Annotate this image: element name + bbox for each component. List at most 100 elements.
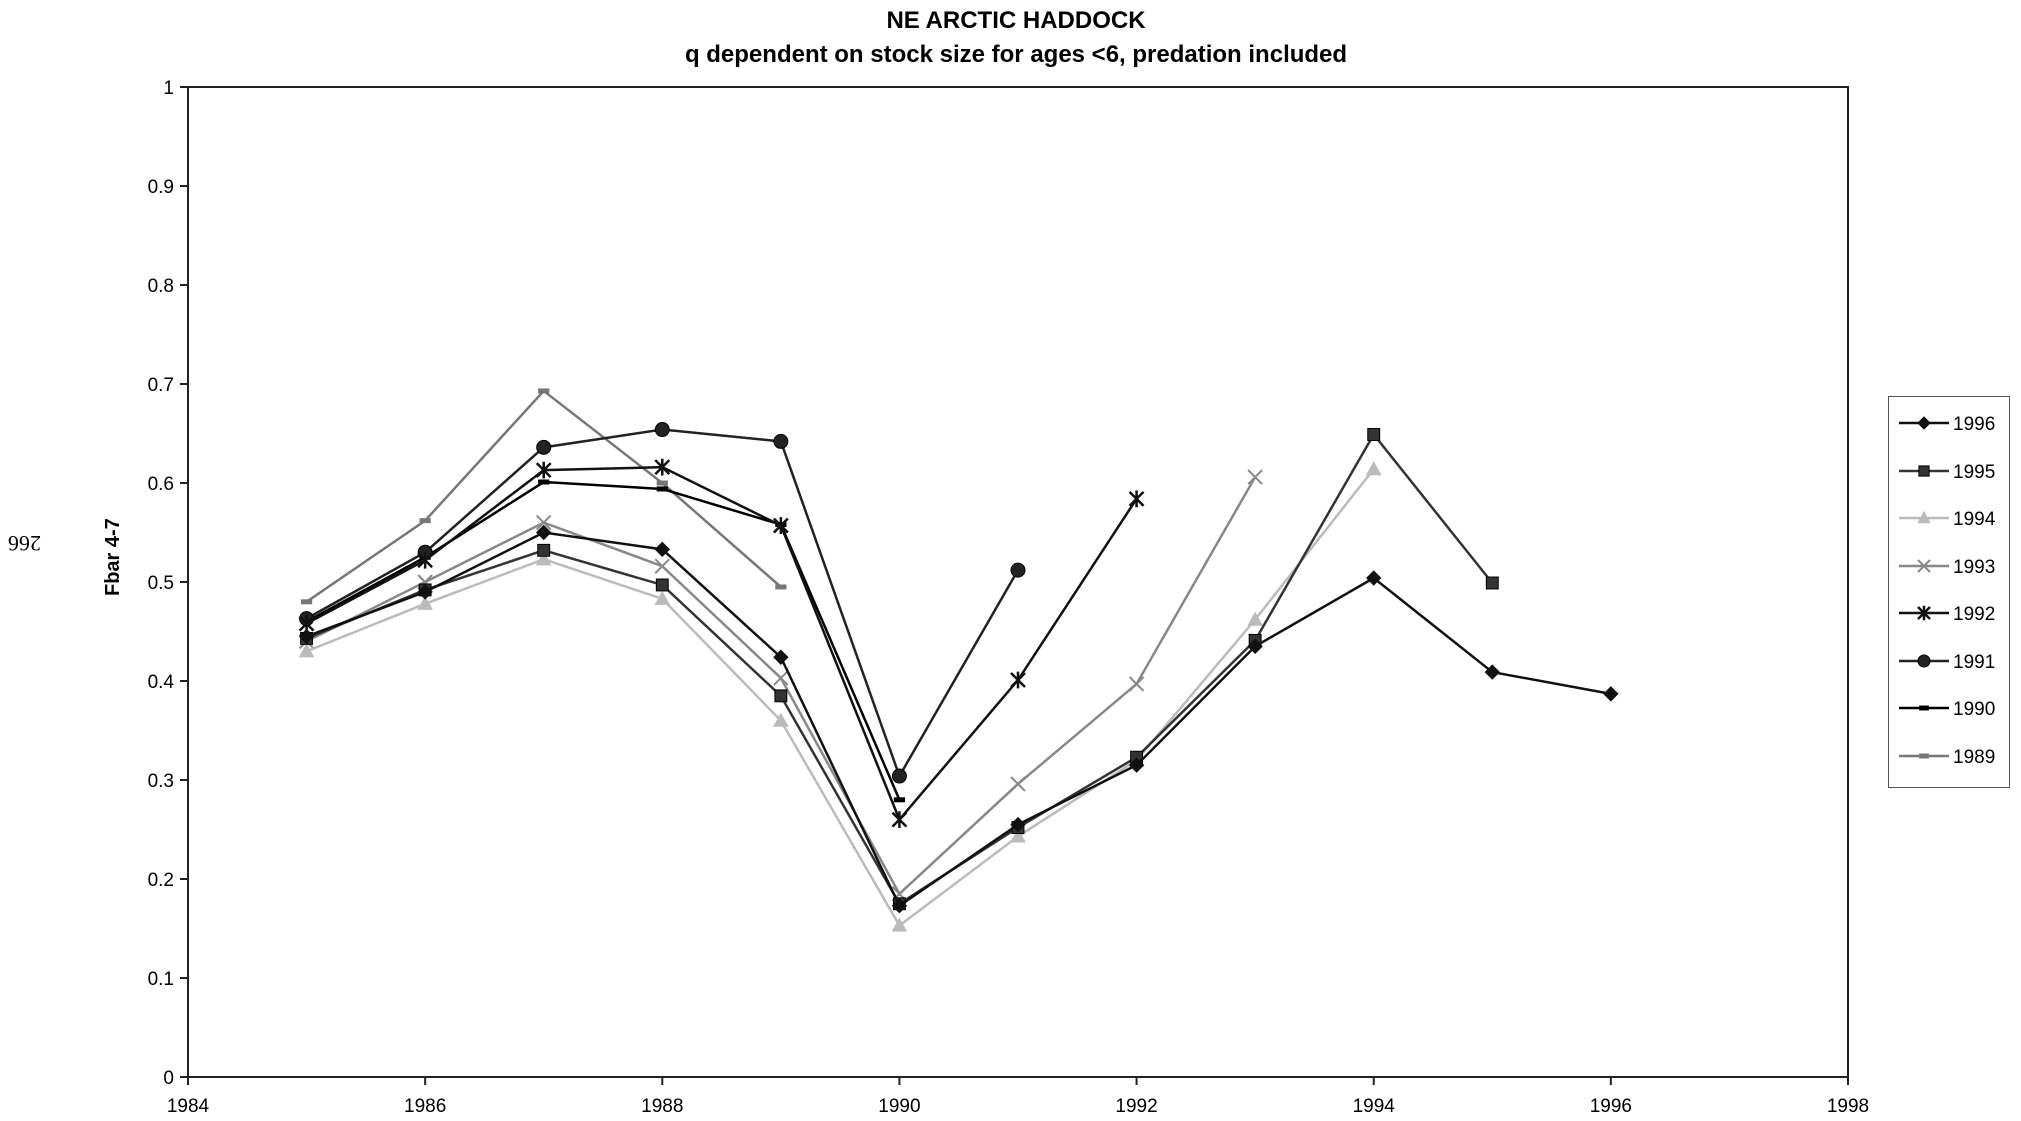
data-point-1995 bbox=[655, 578, 669, 592]
legend-item-1996: 1996 bbox=[1889, 405, 2009, 445]
data-point-1994 bbox=[1365, 461, 1382, 476]
legend-label: 1993 bbox=[1953, 556, 1996, 578]
series-1994 bbox=[298, 461, 1382, 932]
y-tick-label: 1 bbox=[163, 78, 174, 99]
data-point-1996 bbox=[1247, 638, 1263, 655]
y-tick-label: 0.8 bbox=[148, 276, 174, 297]
data-point-1993 bbox=[536, 514, 552, 531]
data-point-1996 bbox=[773, 649, 789, 665]
data-point-1993 bbox=[1010, 776, 1026, 792]
data-point-1991 bbox=[891, 768, 907, 784]
data-point-1996 bbox=[1366, 570, 1382, 586]
legend-label: 1994 bbox=[1953, 509, 1996, 530]
x-tick-label: 1992 bbox=[1115, 1096, 1157, 1117]
y-tick-label: 0.2 bbox=[148, 870, 174, 891]
legend-item-1990: 1990 bbox=[1889, 690, 2009, 730]
y-tick-label: 0.4 bbox=[148, 672, 175, 693]
series-line-1992 bbox=[305, 465, 1138, 822]
legend-swatch bbox=[1899, 416, 1949, 430]
y-tick-label: 0.1 bbox=[148, 969, 174, 990]
x-tick-label: 1994 bbox=[1353, 1096, 1396, 1117]
series-line-1993 bbox=[306, 476, 1257, 896]
legend-label: 1996 bbox=[1953, 414, 1996, 435]
x-tick-label: 1990 bbox=[878, 1096, 920, 1117]
series-1989 bbox=[300, 388, 787, 605]
legend-item-1994: 1994 bbox=[1889, 500, 2009, 540]
chart-subtitle: q dependent on stock size for ages <6, p… bbox=[684, 41, 1348, 68]
data-point-1994 bbox=[654, 590, 671, 605]
y-tick-label: 0 bbox=[163, 1068, 174, 1089]
data-point-1993 bbox=[1128, 676, 1145, 692]
data-point-1992 bbox=[417, 551, 434, 569]
data-point-1996 bbox=[1128, 757, 1145, 773]
series-line-1995 bbox=[306, 432, 1494, 906]
data-point-1995 bbox=[1367, 428, 1381, 441]
data-point-1994 bbox=[773, 712, 789, 727]
data-point-1994 bbox=[535, 551, 552, 566]
data-point-1990 bbox=[538, 479, 550, 485]
data-point-1996 bbox=[1484, 664, 1500, 680]
data-point-1992 bbox=[772, 517, 789, 534]
data-point-1990 bbox=[656, 486, 668, 492]
x-tick-label: 1996 bbox=[1590, 1096, 1632, 1117]
data-point-1991 bbox=[1010, 562, 1026, 578]
data-point-1994 bbox=[1010, 828, 1026, 843]
data-point-1989 bbox=[300, 599, 313, 605]
chart-title: NE ARCTIC HADDOCK bbox=[886, 7, 1146, 34]
legend-item-1992: 1992 bbox=[1889, 595, 2009, 635]
series-line-1990 bbox=[305, 480, 901, 801]
legend-item-1989: 1989 bbox=[1889, 738, 2009, 778]
data-point-1992 bbox=[1010, 671, 1026, 689]
data-point-1996 bbox=[536, 524, 552, 541]
legend-swatch-marker bbox=[1917, 654, 1931, 667]
legend-swatch bbox=[1899, 705, 1949, 711]
x-tick-label: 1988 bbox=[641, 1096, 683, 1117]
series-1995 bbox=[300, 428, 1499, 911]
legend-swatch bbox=[1899, 654, 1949, 667]
legend-label: 1992 bbox=[1953, 604, 1996, 625]
data-point-1993 bbox=[773, 670, 789, 686]
data-point-1992 bbox=[535, 461, 552, 479]
legend-label: 1990 bbox=[1953, 699, 1996, 720]
data-point-1994 bbox=[1247, 611, 1263, 626]
x-tick-label: 1984 bbox=[167, 1096, 210, 1117]
legend-label: 1989 bbox=[1953, 746, 1996, 768]
legend-label: 1991 bbox=[1953, 651, 1996, 673]
data-point-1996 bbox=[654, 541, 670, 558]
data-point-1993 bbox=[654, 558, 670, 574]
data-point-1993 bbox=[1247, 469, 1263, 485]
data-point-1995 bbox=[1485, 576, 1499, 590]
data-point-1989 bbox=[656, 480, 668, 486]
x-tick-label: 1986 bbox=[404, 1096, 446, 1117]
data-point-1992 bbox=[1128, 490, 1145, 508]
data-point-1996 bbox=[1010, 816, 1026, 833]
legend-swatch bbox=[1899, 605, 1949, 621]
data-point-1991 bbox=[654, 422, 670, 438]
legend-item-1993: 1993 bbox=[1889, 548, 2009, 588]
data-point-1994 bbox=[417, 595, 433, 610]
legend-swatch bbox=[1899, 464, 1949, 477]
data-point-1994 bbox=[891, 917, 908, 932]
data-point-1995 bbox=[537, 543, 551, 557]
legend-item-1991: 1991 bbox=[1889, 643, 2009, 683]
legend: 1996 1995 1994 1993 1992 1991 1990 1989 bbox=[1888, 396, 2010, 788]
data-point-1989 bbox=[775, 584, 787, 590]
data-point-1992 bbox=[654, 458, 671, 476]
chart-title-block: NE ARCTIC HADDOCK q dependent on stock s… bbox=[186, 4, 1846, 72]
data-point-1996 bbox=[891, 898, 908, 914]
y-tick-label: 0.5 bbox=[148, 573, 174, 594]
legend-swatch bbox=[1899, 510, 1949, 524]
data-point-1996 bbox=[1603, 686, 1619, 702]
data-point-1994 bbox=[298, 643, 315, 658]
y-tick-label: 0.7 bbox=[148, 375, 174, 396]
x-tick-label: 1998 bbox=[1827, 1096, 1869, 1117]
legend-swatch-marker bbox=[1917, 416, 1931, 430]
data-point-1996 bbox=[417, 584, 433, 600]
legend-swatch-marker bbox=[1919, 753, 1929, 758]
legend-item-1995: 1995 bbox=[1889, 453, 2009, 493]
data-point-1996 bbox=[298, 628, 315, 645]
series-line-1994 bbox=[306, 468, 1375, 928]
data-point-1989 bbox=[419, 518, 431, 524]
legend-swatch-marker bbox=[1919, 705, 1929, 711]
